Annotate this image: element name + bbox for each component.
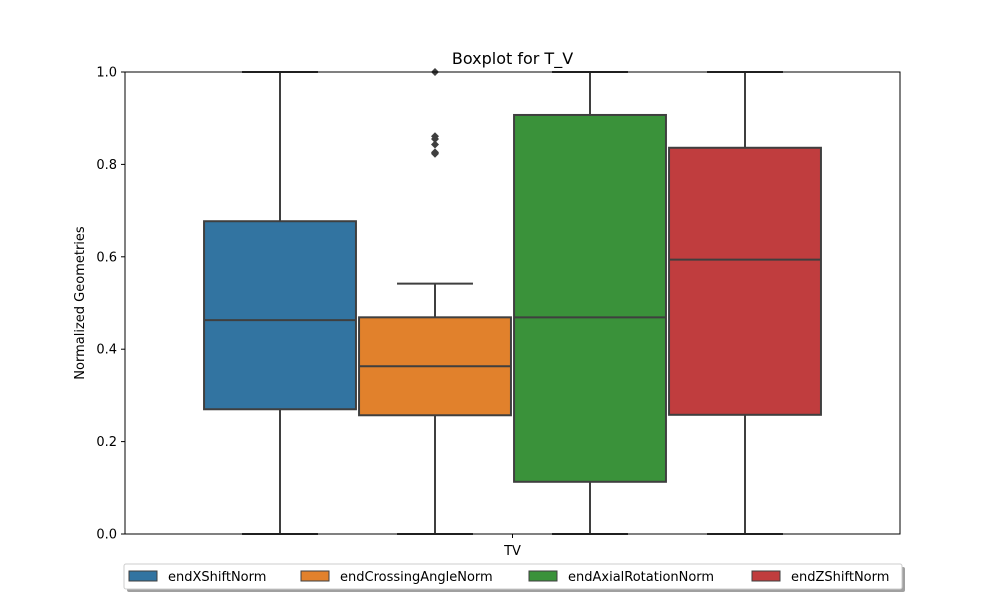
box-endAxialRotationNorm [513, 71, 667, 535]
y-tick-label: 0.0 [96, 528, 117, 543]
box-endXShiftNorm [203, 71, 357, 535]
box-body [203, 220, 357, 411]
x-axis: TV [503, 534, 521, 559]
legend-label: endXShiftNorm [168, 570, 266, 585]
box-body [513, 113, 667, 483]
y-tick-label: 0.8 [96, 158, 117, 173]
legend-swatch [128, 570, 158, 582]
box-endCrossingAngleNorm [358, 68, 512, 535]
y-tick-label: 0.6 [96, 250, 117, 265]
outlier-point [431, 132, 439, 141]
chart-title: Boxplot for T_V [452, 49, 573, 69]
y-tick-label: 0.4 [96, 343, 117, 358]
legend: endXShiftNorm endCrossingAngleNorm endAxia… [123, 563, 905, 592]
legend-swatch [300, 570, 330, 582]
legend-swatch [528, 570, 558, 582]
legend-box [123, 563, 903, 590]
y-tick-label: 0.2 [96, 435, 117, 450]
box-body [668, 146, 822, 416]
legend-label: endCrossingAngleNorm [340, 570, 493, 585]
outlier-point [431, 140, 439, 149]
legend-label: endAxialRotationNorm [568, 570, 714, 585]
box-endZShiftNorm [668, 71, 822, 535]
y-tick-label: 1.0 [96, 66, 117, 81]
legend-label: endZShiftNorm [791, 570, 889, 585]
y-axis-label: Normalized Geometries [73, 226, 88, 380]
y-axis: 0.0 0.2 0.4 0.6 0.8 1.0 [96, 66, 125, 543]
x-tick-label: TV [503, 544, 521, 559]
legend-swatch [751, 570, 781, 582]
outlier-point [431, 148, 439, 157]
box-group [203, 68, 822, 535]
